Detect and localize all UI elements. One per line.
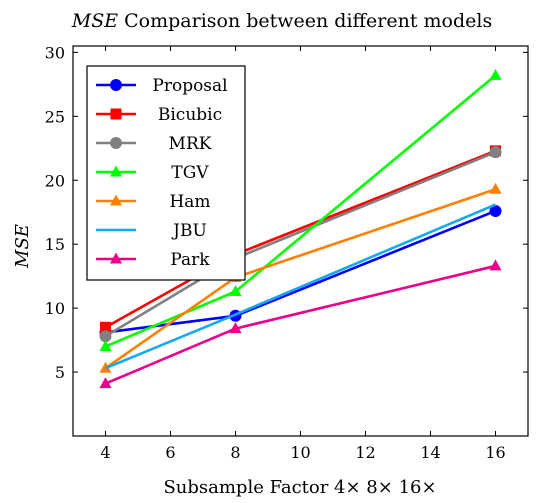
data-point-park: [99, 377, 112, 389]
x-tick-label: 8: [230, 443, 240, 462]
legend-entry-bicubic: Bicubic: [96, 105, 222, 125]
legend-entry-tgv: TGV: [96, 163, 209, 183]
chart-title-rest: Comparison between different models: [118, 10, 492, 32]
legend-marker-tgv: [110, 165, 122, 177]
x-axis: 4 6 8 10 12 14 16: [100, 46, 506, 462]
x-tick-label: 10: [290, 443, 310, 462]
legend-entry-mrk: MRK: [96, 134, 212, 154]
y-axis-label: MSE: [12, 224, 33, 269]
x-axis-label: Subsample Factor 4× 8× 16×: [163, 477, 436, 498]
data-point-mrk: [489, 146, 502, 159]
x-tick-label: 16: [485, 443, 505, 462]
legend-label-jbu: JBU: [171, 221, 207, 241]
legend-marker-park: [110, 252, 122, 264]
y-tick-label: 30: [45, 43, 65, 62]
data-point-tgv: [99, 339, 112, 351]
y-tick-label: 20: [45, 171, 65, 190]
legend-label-mrk: MRK: [169, 134, 212, 154]
x-tick-label: 14: [420, 443, 440, 462]
y-tick-label: 5: [55, 363, 65, 382]
legend-label-ham: Ham: [169, 192, 210, 212]
series-line-jbu: [105, 203, 497, 370]
y-tick-label: 25: [45, 107, 65, 126]
data-point-tgv: [229, 285, 242, 297]
legend-marker-mrk: [110, 137, 122, 149]
y-tick-label: 10: [45, 299, 65, 318]
series-park: [99, 259, 502, 389]
data-point-park: [489, 259, 502, 271]
x-tick-label: 4: [100, 443, 110, 462]
legend-entry-ham: Ham: [96, 192, 211, 212]
data-point-tgv: [489, 68, 502, 80]
x-tick-label: 12: [355, 443, 375, 462]
legend-label-park: Park: [170, 250, 210, 270]
y-tick-label: 15: [45, 235, 65, 254]
data-point-park: [229, 322, 242, 334]
y-axis: 5 10 15 20 25 30: [45, 43, 528, 382]
legend: Proposal Bicubic MRK TGV Ham JBU Park: [86, 65, 246, 281]
legend-marker-proposal: [110, 79, 122, 91]
chart-title-italic: MSE: [71, 10, 118, 32]
series-tgv: [99, 68, 502, 351]
legend-label-tgv: TGV: [171, 163, 209, 183]
legend-label-proposal: Proposal: [152, 76, 227, 96]
data-point-bicubic: [100, 321, 111, 333]
legend-marker-bicubic: [110, 108, 122, 120]
series-jbu: [105, 203, 497, 370]
data-point-ham: [489, 182, 502, 194]
legend-label-bicubic: Bicubic: [158, 105, 222, 125]
chart-title: MSE Comparison between different models: [71, 10, 492, 32]
x-tick-label: 6: [165, 443, 175, 462]
legend-marker-ham: [110, 194, 122, 206]
legend-entry-proposal: Proposal: [96, 76, 228, 96]
legend-entry-park: Park: [96, 250, 210, 270]
legend-entry-jbu: JBU: [96, 221, 207, 241]
